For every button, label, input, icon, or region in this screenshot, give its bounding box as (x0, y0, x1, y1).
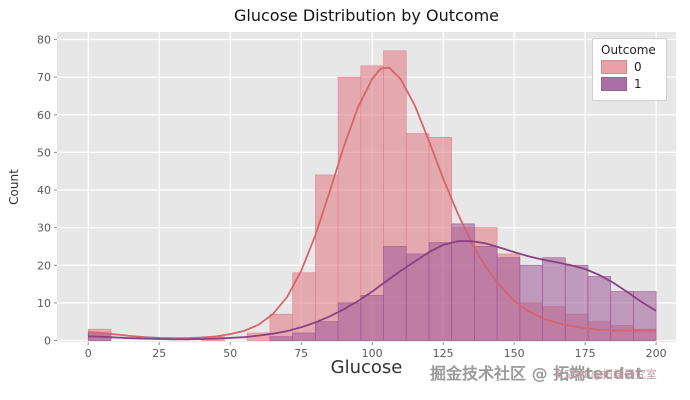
legend-entry-1: 1 (601, 77, 656, 91)
kde-curve-outcome-0 (88, 66, 657, 340)
histogram-bar-outcome-0 (292, 272, 316, 341)
chart-title: Glucose Distribution by Outcome (234, 6, 499, 25)
y-tick-label: 40 (37, 184, 51, 197)
y-tick-label: 30 (37, 222, 51, 235)
x-tick-label: 200 (646, 347, 667, 360)
y-tick-label: 10 (37, 297, 51, 310)
histogram-bar-outcome-1 (633, 291, 657, 341)
legend-swatch-1 (601, 77, 627, 91)
watermark-text: 掘金技术社区 @ 拓端tecdat (430, 364, 644, 383)
x-tick-label: 25 (152, 347, 166, 360)
y-tick-label: 70 (37, 71, 51, 84)
y-tick-label: 60 (37, 109, 51, 122)
legend-label-0: 0 (634, 60, 642, 74)
histogram-bar-outcome-1 (519, 264, 543, 341)
legend-label-1: 1 (634, 77, 642, 91)
histogram-bar-outcome-1 (405, 253, 430, 341)
y-axis-label: Count (7, 169, 21, 205)
histogram-bar-outcome-1 (292, 332, 316, 341)
histogram-bar-outcome-1 (564, 264, 589, 341)
legend-title: Outcome (601, 43, 656, 57)
x-tick-label: 100 (362, 347, 383, 360)
x-tick-label: 50 (223, 347, 237, 360)
legend: Outcome 0 1 (592, 38, 667, 101)
watermark-secondary-text: CSDN @拓端研究室 (556, 368, 657, 381)
histogram-bar-outcome-1 (610, 291, 634, 341)
x-axis-label: Glucose (330, 357, 403, 378)
x-tick-label: 150 (504, 347, 525, 360)
histogram-bar-outcome-1 (383, 246, 407, 341)
histogram-bar-outcome-1 (474, 246, 498, 341)
histogram-bar-outcome-1 (542, 257, 566, 341)
legend-swatch-0 (601, 60, 627, 74)
histogram-bar-outcome-1 (587, 276, 612, 341)
y-tick-label: 50 (37, 146, 51, 159)
legend-entry-0: 0 (601, 60, 656, 74)
x-tick-label: 0 (85, 347, 92, 360)
x-tick-label: 125 (433, 347, 454, 360)
x-tick-label: 75 (294, 347, 308, 360)
histogram-bar-outcome-1 (360, 294, 384, 341)
y-tick-label: 0 (44, 334, 51, 347)
kde-curve-outcome-1 (88, 240, 657, 341)
histogram-bar-outcome-1 (315, 321, 339, 341)
histogram-bar-outcome-1 (496, 257, 521, 341)
histogram-bar-outcome-1 (428, 242, 453, 341)
y-tick-label: 80 (37, 34, 51, 47)
y-tick-label: 20 (37, 259, 51, 272)
x-tick-label: 175 (575, 347, 596, 360)
histogram-bar-outcome-1 (337, 302, 362, 341)
histogram-bar-outcome-1 (269, 336, 294, 341)
